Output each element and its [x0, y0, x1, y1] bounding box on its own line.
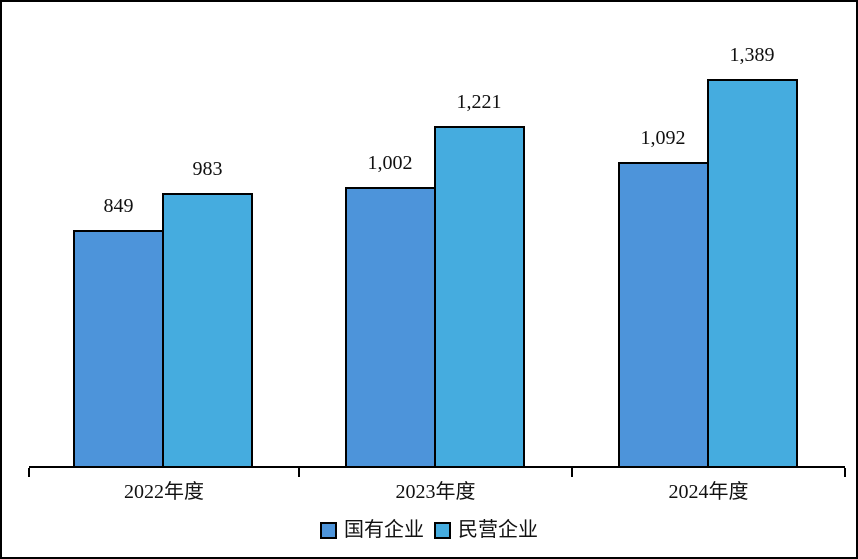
legend-swatch-icon — [434, 521, 451, 539]
x-axis-tick — [571, 468, 573, 477]
x-axis-tick — [28, 468, 30, 477]
value-label-series-0-category-0: 849 — [103, 195, 134, 218]
bar-series-1-category-0 — [162, 192, 253, 468]
value-label-series-1-category-2: 1,389 — [729, 44, 775, 67]
bar-series-0-category-1 — [344, 187, 436, 468]
value-label-series-0-category-1: 1,002 — [367, 152, 413, 175]
legend-label-series-0: 国有企业 — [344, 519, 424, 541]
value-label-series-0-category-2: 1,092 — [640, 127, 686, 150]
value-label-series-1-category-0: 983 — [192, 157, 223, 180]
x-axis-tick — [844, 468, 846, 477]
legend-label-series-1: 民营企业 — [458, 519, 538, 541]
bar-series-1-category-2 — [706, 79, 798, 468]
legend-item-series-0: 国有企业 — [320, 519, 424, 541]
legend: 国有企业 民营企业 — [2, 515, 856, 545]
category-label-2: 2024年度 — [668, 481, 749, 503]
bar-series-0-category-2 — [617, 162, 709, 468]
bar-series-1-category-1 — [433, 126, 525, 468]
category-label-1: 2023年度 — [395, 481, 476, 503]
legend-item-series-1: 民营企业 — [434, 519, 538, 541]
category-label-0: 2022年度 — [124, 481, 204, 503]
legend-swatch-icon — [320, 521, 337, 539]
x-axis-tick — [298, 468, 300, 477]
value-label-series-1-category-1: 1,221 — [456, 91, 502, 114]
bar-series-0-category-0 — [73, 230, 164, 468]
